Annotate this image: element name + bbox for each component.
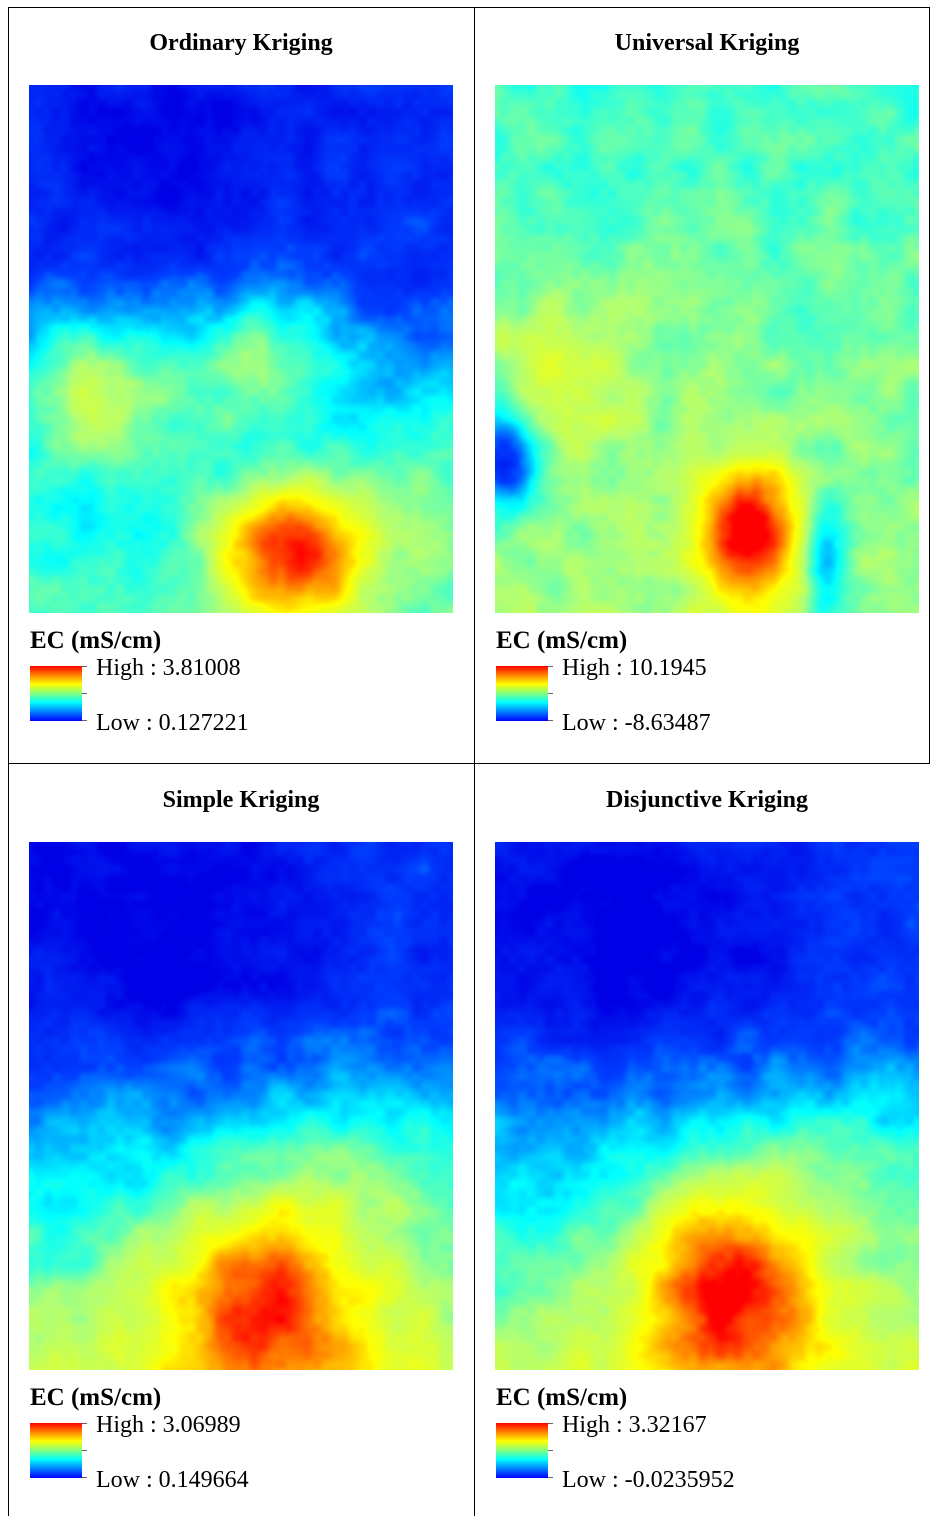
grid-horizontal-divider xyxy=(8,763,930,764)
legend-high-label: High : 3.06989 xyxy=(96,1412,241,1438)
legend-low-label: Low : 0.127221 xyxy=(96,710,249,736)
legend-tick xyxy=(82,1477,87,1478)
legend-tick xyxy=(548,1423,553,1424)
legend-title: EC (mS/cm) xyxy=(496,1384,628,1411)
map-disjunctive-kriging xyxy=(495,842,919,1370)
figure-grid xyxy=(8,7,930,1516)
legend-color-ramp xyxy=(496,666,548,721)
panel-universal-kriging: Universal Kriging EC (mS/cm) High : 10.1… xyxy=(474,7,930,763)
legend-title: EC (mS/cm) xyxy=(30,1384,162,1411)
legend-high-label: High : 3.32167 xyxy=(562,1412,707,1438)
legend-color-ramp xyxy=(30,1423,82,1478)
legend-color-ramp xyxy=(496,1423,548,1478)
map-universal-kriging xyxy=(495,85,919,613)
panel-disjunctive-kriging: Disjunctive Kriging EC (mS/cm) High : 3.… xyxy=(474,764,930,1520)
legend-tick xyxy=(82,1450,87,1451)
legend-tick xyxy=(548,693,553,694)
panel-title: Ordinary Kriging xyxy=(149,30,333,56)
map-simple-kriging xyxy=(29,842,453,1370)
legend-tick xyxy=(548,666,553,667)
legend-title: EC (mS/cm) xyxy=(30,627,162,654)
legend-tick xyxy=(82,693,87,694)
panel-title: Universal Kriging xyxy=(614,30,800,56)
legend-high-label: High : 3.81008 xyxy=(96,655,241,681)
legend-low-label: Low : -8.63487 xyxy=(562,710,711,736)
legend-color-ramp xyxy=(30,666,82,721)
grid-vertical-divider xyxy=(474,7,475,1516)
legend-high-label: High : 10.1945 xyxy=(562,655,707,681)
legend-tick xyxy=(82,1423,87,1424)
legend-tick xyxy=(82,666,87,667)
legend-low-label: Low : 0.149664 xyxy=(96,1467,249,1493)
panel-title: Disjunctive Kriging xyxy=(606,787,808,813)
map-ordinary-kriging xyxy=(29,85,453,613)
panel-title: Simple Kriging xyxy=(162,787,320,813)
legend-title: EC (mS/cm) xyxy=(496,627,628,654)
legend-tick xyxy=(548,1477,553,1478)
panel-ordinary-kriging: Ordinary Kriging EC (mS/cm) High : 3.810… xyxy=(8,7,474,763)
legend-tick xyxy=(548,1450,553,1451)
legend-tick xyxy=(82,720,87,721)
legend-tick xyxy=(548,720,553,721)
panel-simple-kriging: Simple Kriging EC (mS/cm) High : 3.06989… xyxy=(8,764,474,1520)
legend-low-label: Low : -0.0235952 xyxy=(562,1467,735,1493)
